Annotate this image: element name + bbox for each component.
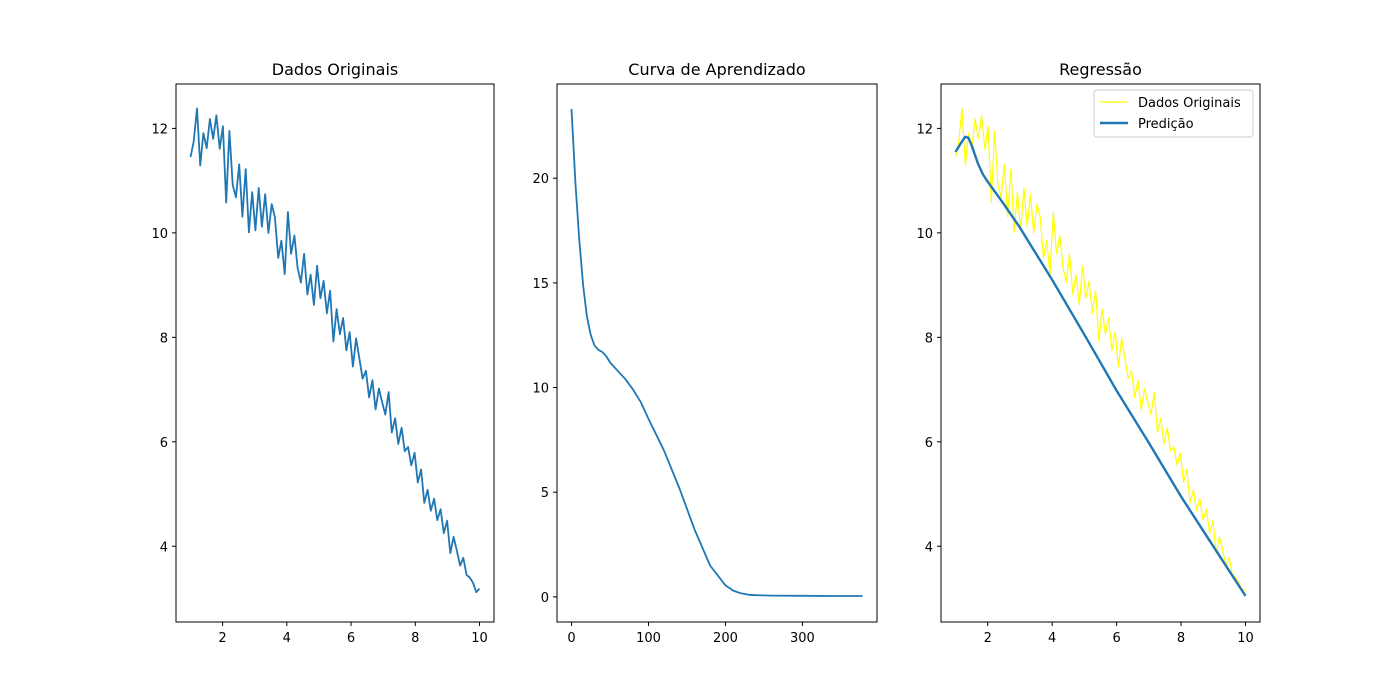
x-tick-label: 2 <box>218 631 226 646</box>
legend-label: Dados Originais <box>1138 96 1241 111</box>
x-tick-label: 200 <box>713 631 738 646</box>
y-tick-label: 4 <box>925 540 933 555</box>
y-tick-label: 6 <box>925 436 933 451</box>
y-tick-label: 12 <box>916 122 933 137</box>
x-tick-label: 2 <box>984 631 992 646</box>
x-tick-label: 10 <box>471 631 488 646</box>
x-tick-label: 6 <box>1112 631 1120 646</box>
x-tick-label: 0 <box>567 631 575 646</box>
x-tick-label: 100 <box>636 631 661 646</box>
chart-panel-3: Regressão 2 4 6 8 10 4 6 8 10 12 Dados Originais Pre… <box>916 60 1261 646</box>
axes-frame <box>175 83 495 623</box>
x-tick-label: 10 <box>1237 631 1254 646</box>
series-line-1 <box>954 107 1246 593</box>
x-tick-label: 6 <box>347 631 355 646</box>
y-tick-label: 10 <box>916 227 933 242</box>
y-tick-label: 8 <box>160 331 168 346</box>
legend-box <box>1093 89 1254 138</box>
x-tick-label: 4 <box>1048 631 1056 646</box>
series-line-2 <box>954 135 1247 597</box>
y-tick-label: 4 <box>160 540 168 555</box>
chart-title: Curva de Aprendizado <box>628 60 805 79</box>
chart-title: Regressão <box>1059 60 1142 79</box>
y-tick-label: 12 <box>151 122 168 137</box>
y-tick-label: 10 <box>151 227 168 242</box>
x-tick-label: 8 <box>1177 631 1185 646</box>
x-tick-label: 8 <box>411 631 419 646</box>
y-tick-label: 0 <box>541 591 549 606</box>
x-tick-label: 4 <box>283 631 291 646</box>
legend-label: Predição <box>1138 117 1194 132</box>
axes-frame <box>556 83 878 623</box>
chart-panel-2: Curva de Aprendizado 0 100 200 300 0 5 10 15 20 <box>532 60 878 646</box>
series-line-1 <box>570 109 863 597</box>
y-tick-label: 6 <box>160 436 168 451</box>
axes-frame <box>940 83 1261 623</box>
chart-title: Dados Originais <box>272 60 398 79</box>
y-tick-label: 15 <box>532 277 549 292</box>
series-line-1 <box>189 107 481 594</box>
y-tick-label: 8 <box>925 331 933 346</box>
y-tick-label: 20 <box>532 172 549 187</box>
chart-panel-1: Dados Originais 2 4 6 8 10 4 6 8 10 12 <box>151 60 495 646</box>
y-tick-label: 5 <box>541 486 549 501</box>
legend: Dados Originais Predição <box>1093 89 1254 138</box>
y-tick-label: 10 <box>532 382 549 397</box>
x-tick-label: 300 <box>790 631 815 646</box>
